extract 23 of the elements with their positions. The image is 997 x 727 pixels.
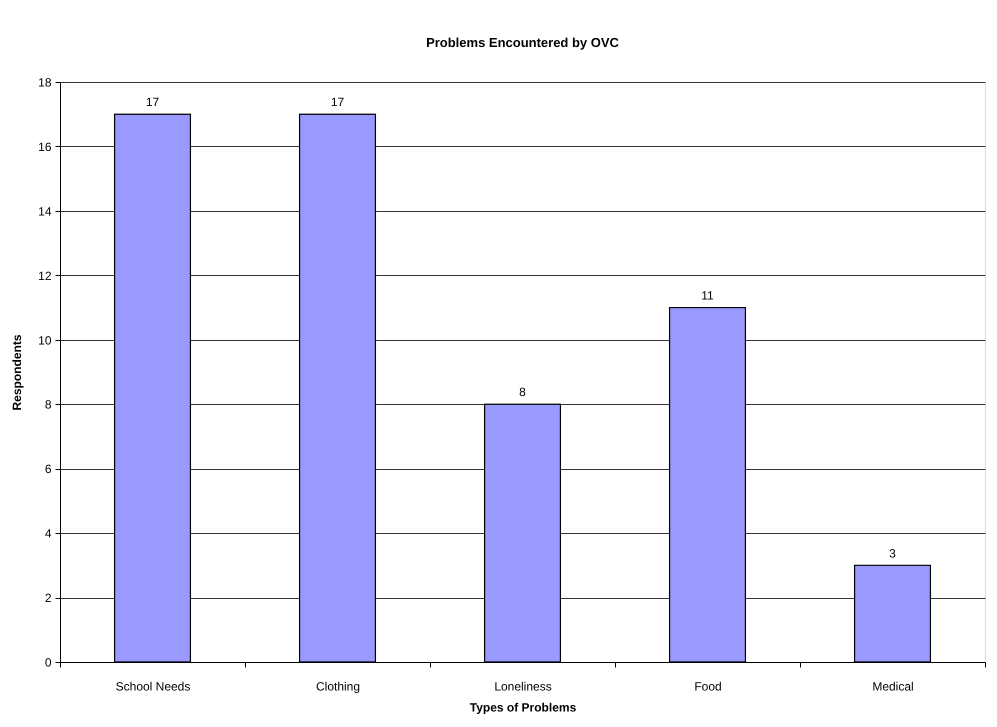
data-label: 8 xyxy=(519,385,526,400)
data-label: 17 xyxy=(146,95,160,110)
y-tick-label: 12 xyxy=(38,268,52,283)
y-tick-label: 8 xyxy=(44,398,52,412)
y-axis-title: Respondents xyxy=(10,334,24,411)
y-tick-label: 0 xyxy=(44,656,52,670)
x-tick-label: Medical xyxy=(872,680,914,694)
data-label: 17 xyxy=(330,95,344,110)
data-label: 11 xyxy=(701,288,714,303)
x-axis-title: Types of Problems xyxy=(470,700,577,714)
y-tick-label: 14 xyxy=(38,204,52,218)
x-tick-label: Clothing xyxy=(316,680,360,694)
y-tick-label: 4 xyxy=(44,526,52,541)
x-tick-label: Food xyxy=(694,680,722,694)
data-label: 3 xyxy=(889,546,896,560)
y-tick-label: 10 xyxy=(38,333,52,348)
x-tick-label: School Needs xyxy=(116,680,190,694)
y-tick-label: 18 xyxy=(38,76,52,90)
y-tick-label: 2 xyxy=(44,591,52,606)
y-tick-label: 16 xyxy=(38,140,52,154)
x-tick-label: Loneliness xyxy=(494,680,552,694)
y-tick-label: 6 xyxy=(44,462,52,476)
chart-title: Problems Encountered by OVC xyxy=(426,35,620,50)
